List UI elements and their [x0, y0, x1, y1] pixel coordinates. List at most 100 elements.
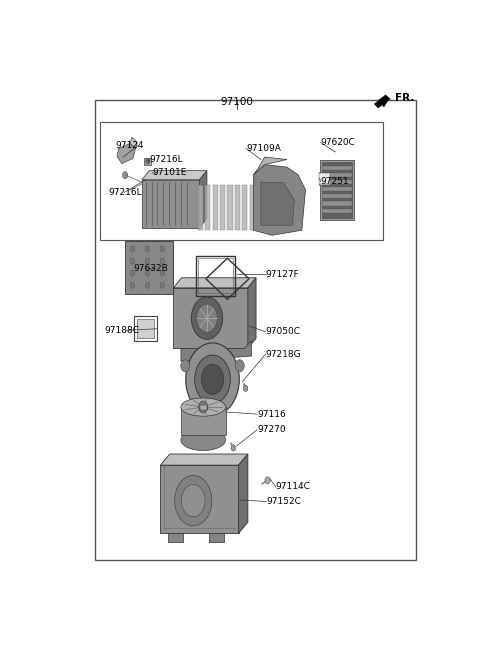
Text: 97101E: 97101E — [152, 168, 187, 177]
Text: 97620C: 97620C — [321, 138, 355, 147]
Polygon shape — [142, 180, 200, 228]
Bar — [205, 185, 210, 230]
Circle shape — [243, 385, 248, 392]
Circle shape — [160, 258, 165, 264]
Circle shape — [160, 246, 165, 252]
Bar — [228, 185, 233, 230]
Text: 97152C: 97152C — [266, 497, 301, 506]
Circle shape — [145, 258, 150, 264]
Circle shape — [146, 159, 150, 163]
Polygon shape — [261, 182, 294, 225]
Polygon shape — [374, 95, 390, 108]
Circle shape — [130, 246, 135, 252]
Bar — [264, 185, 270, 230]
Text: 97216L: 97216L — [149, 155, 183, 164]
Polygon shape — [239, 454, 248, 533]
Polygon shape — [173, 277, 256, 288]
Text: 97127F: 97127F — [266, 270, 300, 279]
Bar — [322, 180, 352, 184]
Text: 97270: 97270 — [257, 425, 286, 434]
Text: 97218G: 97218G — [266, 350, 301, 359]
Text: 97109A: 97109A — [246, 144, 281, 153]
Text: 97100: 97100 — [220, 98, 253, 108]
Circle shape — [186, 343, 240, 416]
Bar — [242, 185, 248, 230]
Circle shape — [181, 484, 205, 517]
Bar — [321, 159, 354, 220]
Circle shape — [145, 246, 150, 252]
Bar — [213, 185, 218, 230]
Bar — [96, 100, 416, 560]
Bar — [198, 258, 233, 293]
Bar — [198, 185, 203, 230]
Bar — [250, 185, 255, 230]
Polygon shape — [253, 165, 305, 236]
Polygon shape — [130, 137, 137, 148]
Polygon shape — [173, 288, 248, 348]
Bar — [196, 256, 235, 296]
Circle shape — [130, 270, 135, 276]
Circle shape — [145, 270, 150, 276]
Bar — [322, 188, 352, 192]
Bar — [125, 241, 173, 295]
Bar — [287, 185, 292, 230]
Circle shape — [130, 282, 135, 289]
Bar — [279, 185, 285, 230]
Bar — [220, 185, 225, 230]
Circle shape — [192, 297, 223, 339]
Text: 97188C: 97188C — [104, 326, 139, 335]
Circle shape — [160, 270, 165, 276]
Polygon shape — [142, 171, 207, 180]
Polygon shape — [168, 533, 183, 543]
Bar — [322, 173, 352, 177]
Circle shape — [145, 282, 150, 289]
Bar — [322, 209, 352, 213]
Bar — [235, 185, 240, 230]
Bar — [134, 316, 156, 341]
Polygon shape — [200, 171, 207, 228]
Circle shape — [175, 476, 212, 526]
Polygon shape — [248, 277, 256, 348]
Bar — [322, 166, 352, 170]
Circle shape — [181, 359, 190, 372]
Polygon shape — [181, 341, 252, 361]
Circle shape — [130, 258, 135, 264]
Circle shape — [199, 401, 208, 413]
Bar — [137, 319, 155, 338]
Bar — [181, 407, 226, 435]
FancyArrowPatch shape — [380, 99, 387, 106]
Polygon shape — [253, 157, 287, 174]
Polygon shape — [209, 533, 224, 543]
Circle shape — [235, 359, 244, 372]
Circle shape — [160, 282, 165, 289]
Bar — [319, 172, 330, 185]
Bar — [294, 185, 300, 230]
Bar — [322, 162, 352, 218]
Text: 97124: 97124 — [115, 141, 144, 150]
Bar — [322, 194, 352, 198]
Bar — [257, 185, 263, 230]
Text: 97050C: 97050C — [266, 327, 300, 337]
Bar — [200, 405, 207, 409]
Circle shape — [196, 304, 217, 333]
Polygon shape — [160, 465, 239, 533]
Text: 97216L: 97216L — [108, 188, 142, 197]
Circle shape — [231, 445, 236, 451]
Polygon shape — [160, 454, 248, 465]
Bar — [144, 157, 151, 165]
Text: 97116: 97116 — [257, 409, 286, 419]
Circle shape — [213, 412, 222, 424]
Text: FR.: FR. — [395, 93, 414, 103]
Circle shape — [202, 364, 224, 394]
Bar — [272, 185, 277, 230]
Polygon shape — [117, 144, 135, 163]
Bar — [319, 173, 330, 184]
Circle shape — [122, 172, 128, 178]
Text: 97251: 97251 — [321, 177, 349, 186]
Bar — [100, 121, 383, 240]
Polygon shape — [181, 398, 226, 416]
Text: 97114C: 97114C — [276, 482, 311, 491]
Circle shape — [265, 477, 270, 484]
Bar — [322, 201, 352, 205]
Circle shape — [195, 355, 230, 403]
